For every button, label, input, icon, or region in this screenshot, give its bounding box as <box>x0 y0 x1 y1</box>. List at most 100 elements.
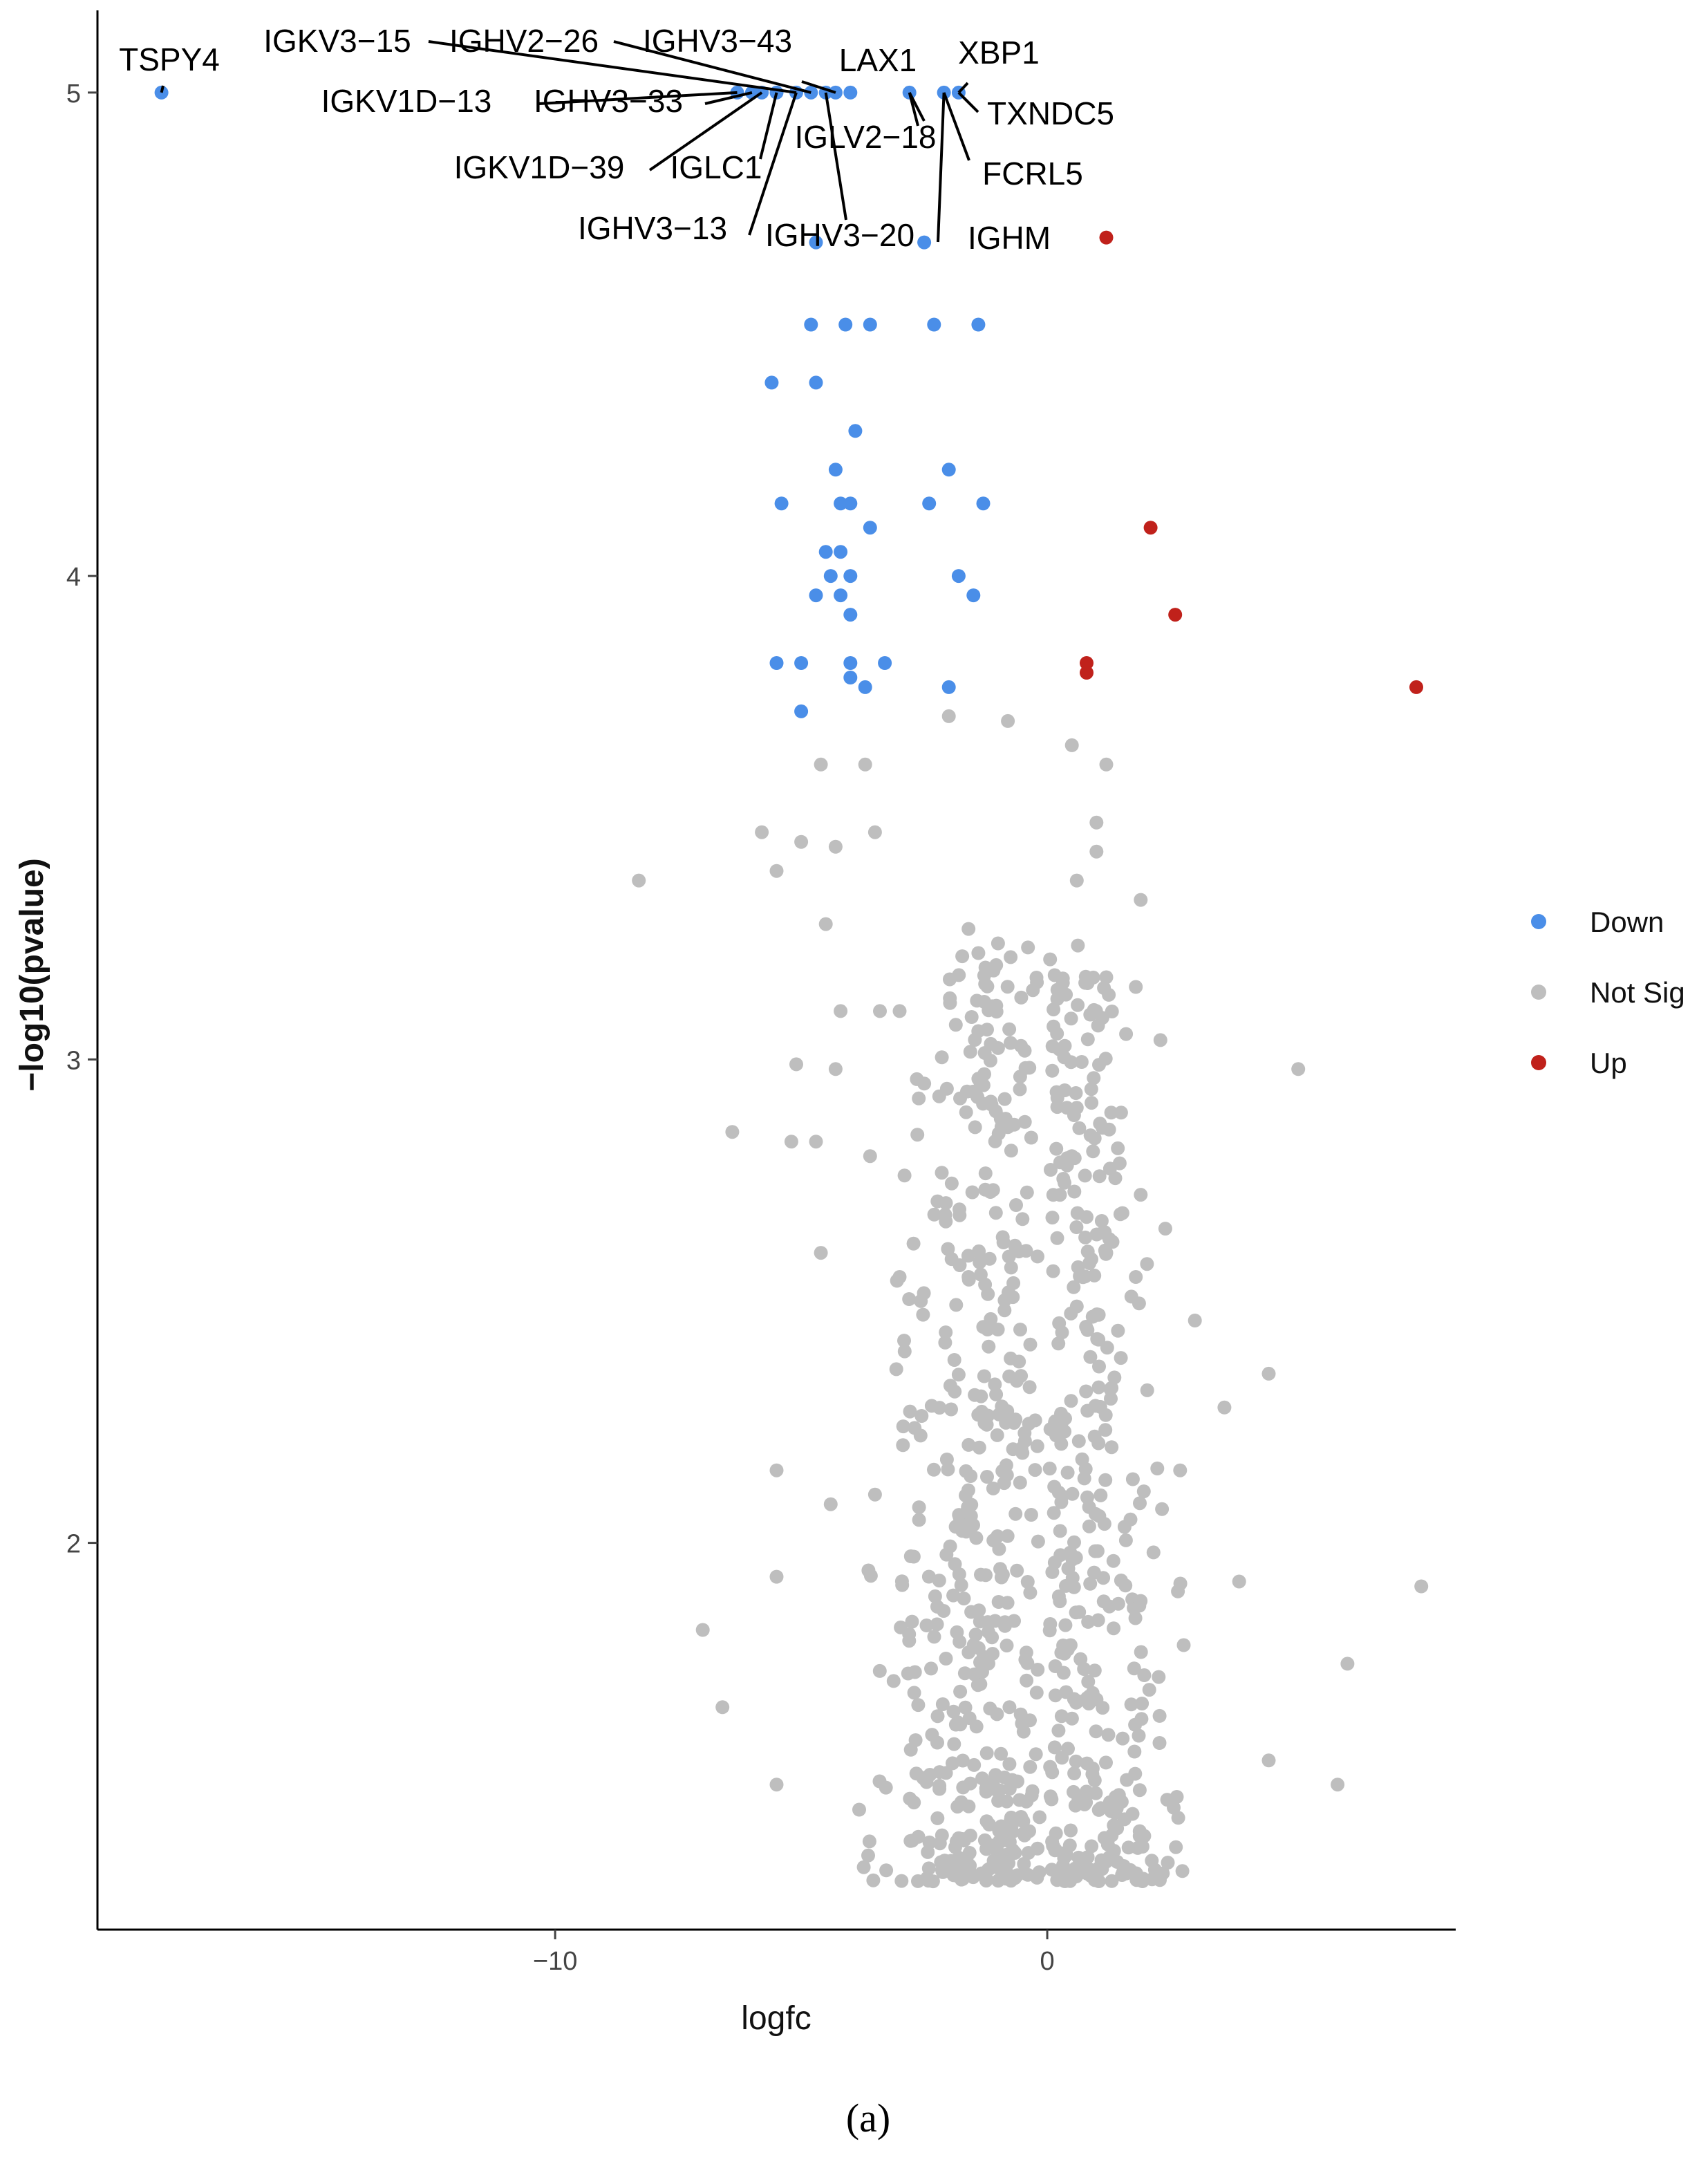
not-sig-point <box>1059 1685 1073 1699</box>
not-sig-point <box>834 1004 848 1018</box>
gene-label: IGKV1D−13 <box>321 83 492 119</box>
not-sig-point <box>1147 1863 1162 1877</box>
not-sig-point <box>1104 1392 1118 1406</box>
not-sig-point <box>935 1050 949 1065</box>
not-sig-point <box>1017 1426 1032 1440</box>
not-sig-point <box>1079 1384 1094 1399</box>
not-sig-point <box>632 873 646 888</box>
not-sig-point <box>939 1453 954 1466</box>
not-sig-point <box>1055 1415 1069 1429</box>
not-sig-point <box>1082 1519 1096 1533</box>
not-sig-point <box>1001 713 1015 728</box>
legend-label-up: Up <box>1590 1047 1627 1079</box>
not-sig-point <box>953 1684 968 1699</box>
down-point <box>794 656 809 670</box>
not-sig-point <box>1086 970 1100 985</box>
not-sig-point <box>1188 1314 1202 1327</box>
up-point <box>1099 230 1114 245</box>
not-sig-point <box>932 1574 946 1588</box>
not-sig-point <box>1067 1766 1082 1780</box>
not-sig-point <box>958 1700 973 1715</box>
not-sig-point <box>944 1176 959 1191</box>
not-sig-point <box>947 1737 961 1751</box>
not-sig-point <box>994 1746 1008 1761</box>
not-sig-point <box>1080 1756 1094 1771</box>
not-sig-point <box>1099 757 1114 772</box>
not-sig-point <box>1030 975 1044 989</box>
down-point <box>922 496 937 511</box>
not-sig-point <box>1137 1668 1152 1682</box>
not-sig-point <box>1175 1864 1190 1878</box>
not-sig-point <box>997 1476 1011 1491</box>
not-sig-point <box>1082 1689 1096 1704</box>
not-sig-point <box>1107 1370 1122 1385</box>
not-sig-point <box>1140 1383 1154 1397</box>
not-sig-point <box>1083 1128 1098 1143</box>
not-sig-point <box>1006 1276 1021 1290</box>
down-point <box>834 588 848 603</box>
leader-line <box>748 92 798 236</box>
not-sig-point <box>858 757 872 772</box>
not-sig-point <box>1053 1188 1067 1202</box>
not-sig-point <box>1002 1022 1017 1036</box>
down-point <box>843 671 858 684</box>
not-sig-point <box>970 1090 985 1104</box>
not-sig-point <box>1153 1033 1167 1047</box>
not-sig-point <box>1042 1623 1057 1638</box>
not-sig-point <box>789 1057 803 1072</box>
up-point <box>1080 656 1094 670</box>
not-sig-point <box>1054 1709 1069 1724</box>
not-sig-point <box>957 1592 971 1606</box>
down-point <box>843 608 858 622</box>
not-sig-point <box>907 1686 921 1700</box>
not-sig-point <box>1055 1858 1070 1873</box>
not-sig-point <box>981 1408 995 1423</box>
not-sig-point <box>1002 1249 1016 1264</box>
not-sig-point <box>921 1861 936 1876</box>
gene-label: IGKV1D−39 <box>454 149 625 185</box>
not-sig-point <box>936 1865 950 1879</box>
not-sig-point <box>1064 1394 1078 1408</box>
not-sig-point <box>861 1848 875 1863</box>
not-sig-point <box>950 1800 965 1814</box>
not-sig-point <box>962 1711 977 1726</box>
not-sig-point <box>952 968 966 982</box>
not-sig-point <box>990 1428 1004 1442</box>
not-sig-point <box>1004 1351 1018 1365</box>
not-sig-point <box>1006 1843 1020 1858</box>
not-sig-point <box>1089 815 1104 830</box>
not-sig-point <box>930 1194 945 1209</box>
leader-line <box>942 92 970 161</box>
not-sig-point <box>1077 1662 1091 1676</box>
not-sig-point <box>1091 1307 1106 1322</box>
y-tick-label: 2 <box>66 1530 81 1559</box>
not-sig-point <box>1085 1096 1099 1110</box>
not-sig-point <box>1092 1058 1106 1072</box>
not-sig-point <box>1029 1686 1044 1700</box>
not-sig-point <box>852 1802 866 1817</box>
not-sig-point <box>1152 1736 1167 1750</box>
not-sig-point <box>944 1402 958 1417</box>
not-sig-point <box>902 1634 917 1648</box>
not-sig-point <box>1013 1707 1028 1722</box>
up-point <box>1409 680 1423 694</box>
not-sig-point <box>991 1595 1006 1609</box>
not-sig-point <box>930 1599 944 1614</box>
not-sig-point <box>1045 1063 1060 1078</box>
y-tick-label: 3 <box>66 1046 81 1075</box>
not-sig-point <box>903 1404 917 1419</box>
not-sig-point <box>1119 1866 1134 1881</box>
not-sig-point <box>997 1770 1012 1784</box>
not-sig-point <box>1092 1509 1107 1523</box>
not-sig-point <box>912 1513 926 1527</box>
not-sig-point <box>1069 1086 1083 1100</box>
not-sig-point <box>1004 1260 1018 1275</box>
not-sig-point <box>954 1872 968 1887</box>
not-sig-point <box>1045 1211 1060 1225</box>
not-sig-point <box>1071 998 1085 1012</box>
not-sig-point <box>1069 1695 1083 1710</box>
not-sig-point <box>1002 1757 1017 1771</box>
not-sig-point <box>1232 1574 1246 1589</box>
not-sig-point <box>1087 1429 1102 1444</box>
